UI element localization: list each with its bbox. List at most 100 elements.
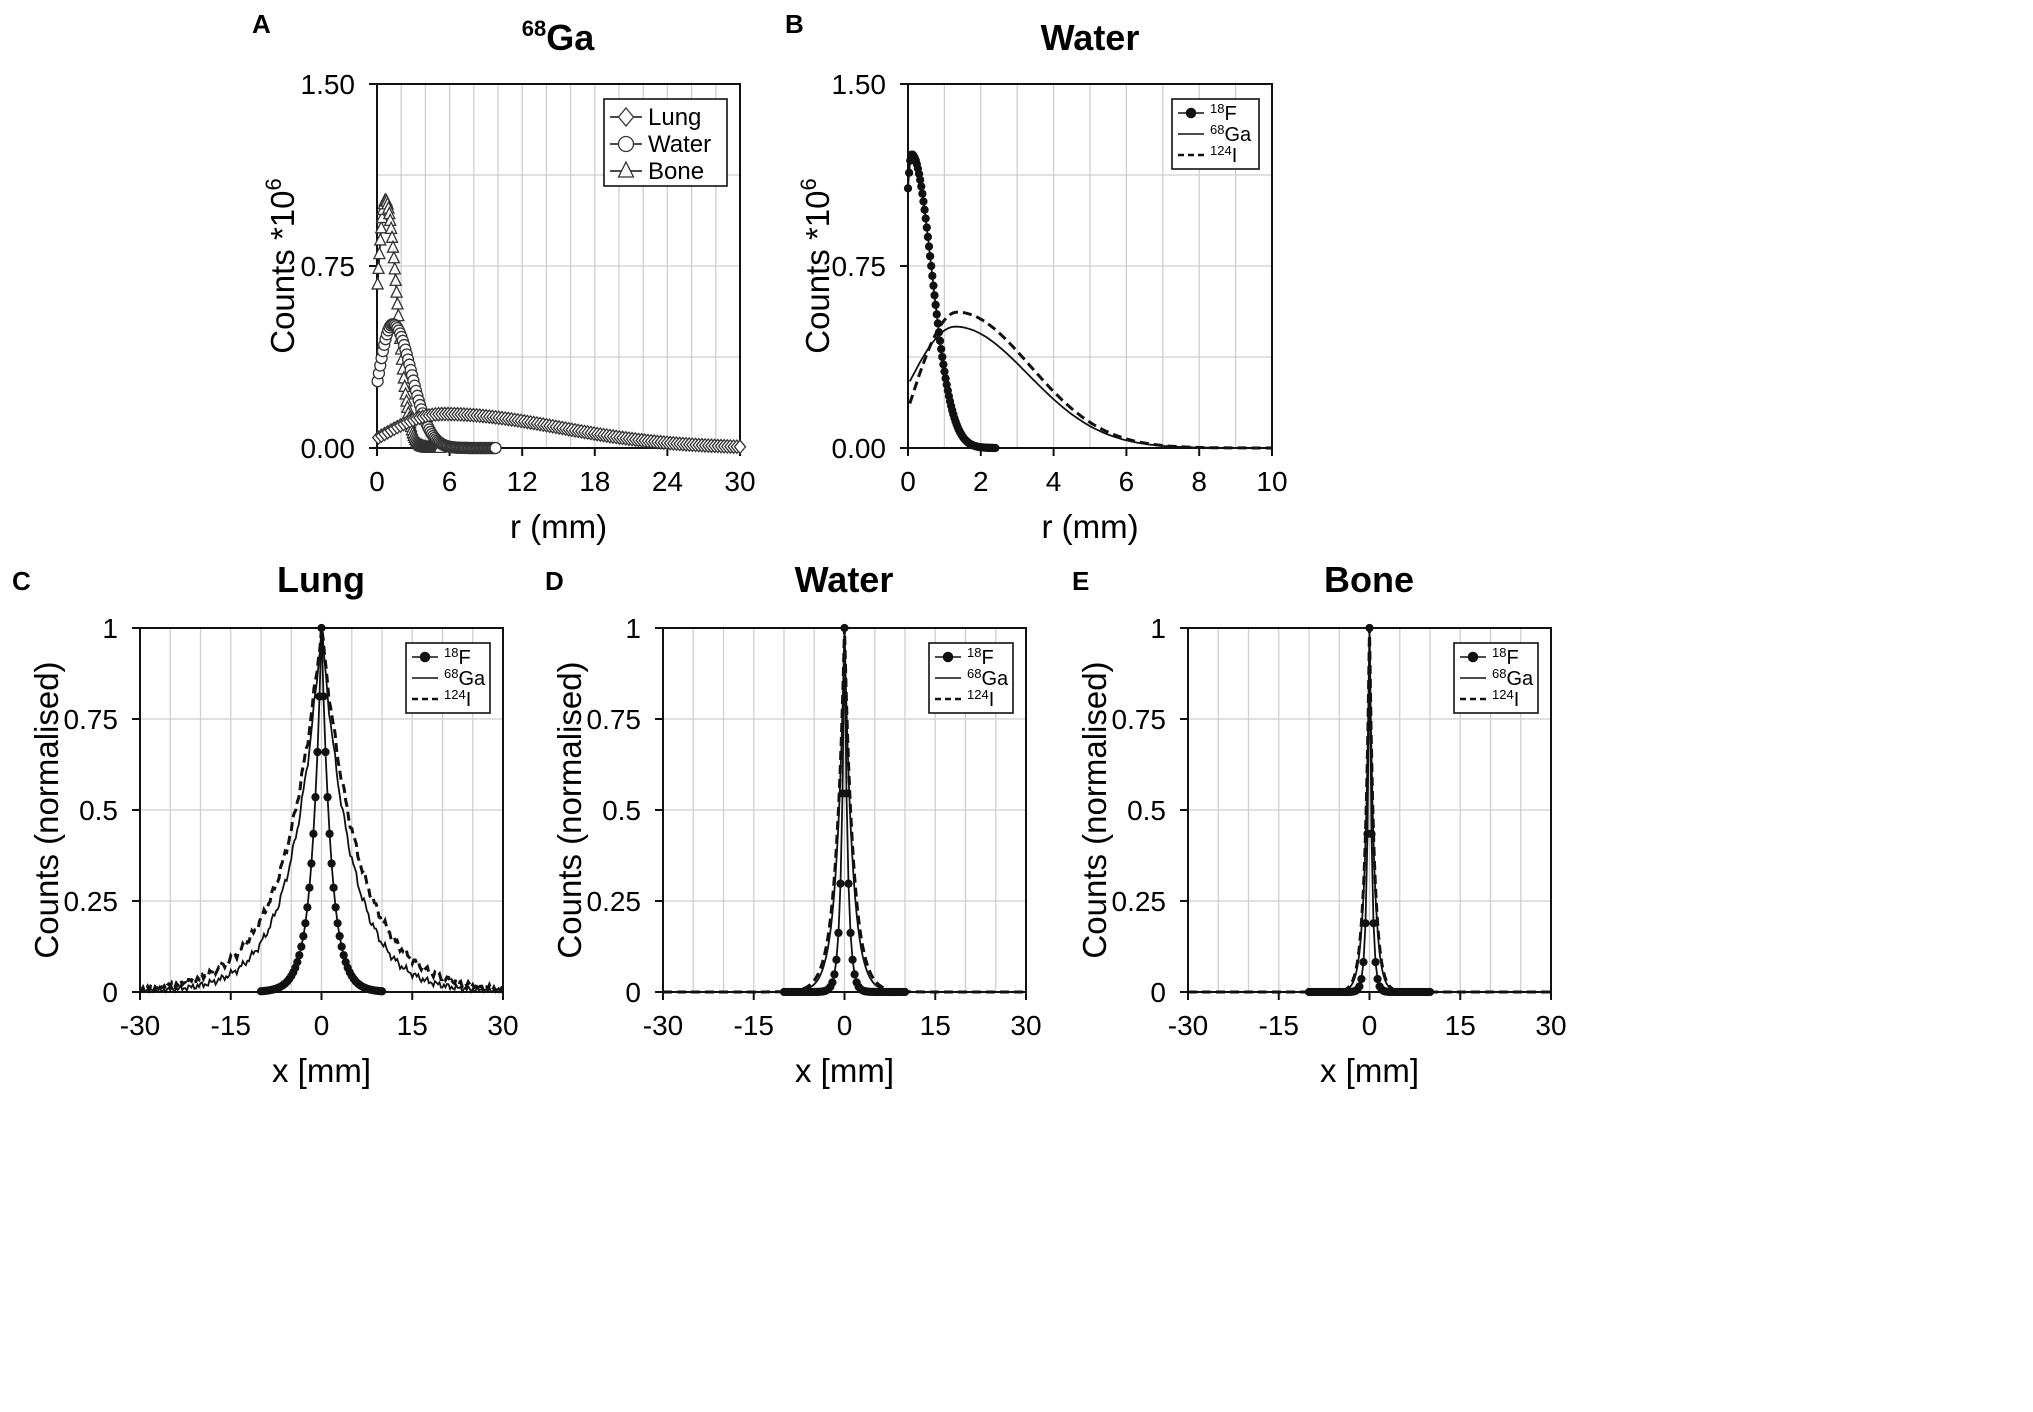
y-tick-label: 0.75	[587, 704, 642, 735]
series-18f-point	[844, 879, 853, 888]
series-18f-point	[327, 859, 336, 868]
series-water	[371, 318, 502, 455]
series-18f-point	[919, 197, 928, 206]
series-18f-point	[842, 789, 851, 798]
y-tick-label: 1	[102, 613, 118, 644]
series-18f-point	[933, 319, 942, 328]
series-18f-point	[848, 955, 857, 964]
series-18f-point	[295, 951, 304, 960]
x-tick-label: 30	[1535, 1010, 1566, 1041]
series-18f-point	[828, 978, 837, 987]
series-18f-point	[303, 903, 312, 912]
series-18f-point	[921, 214, 930, 223]
legend-label-superscript: 68	[444, 666, 458, 681]
legend-label: Bone	[648, 158, 704, 185]
series-18f	[903, 150, 1000, 453]
series-18f-point	[299, 932, 308, 941]
legend-label-main: Ga	[1224, 124, 1252, 146]
legend-label: 124I	[967, 687, 994, 711]
legend-label: 18F	[967, 645, 994, 669]
series-18f-point	[991, 443, 1000, 453]
series-18f-point	[305, 883, 314, 892]
series-18f-point	[1369, 919, 1378, 928]
series-18f-point	[935, 336, 945, 345]
series-18f-point	[832, 955, 841, 964]
series-18f-point	[934, 328, 944, 337]
series-18f-point	[929, 281, 938, 290]
y-tick-label: 0.00	[301, 433, 356, 464]
series-18f-point	[836, 879, 845, 888]
y-axis-label: Counts (normalised)	[1076, 661, 1113, 958]
series-18f-point	[937, 344, 946, 354]
legend-marker	[617, 135, 635, 153]
y-tick-label: 0.75	[1112, 704, 1167, 735]
series-18f-point	[297, 942, 306, 951]
legend-label-main: F	[1224, 103, 1236, 125]
series-bone-point	[372, 246, 386, 260]
y-tick-label: 0	[1150, 977, 1166, 1008]
legend-label-main: Ga	[1506, 668, 1534, 690]
legend-marker	[1467, 651, 1479, 663]
series-18f-point	[924, 242, 934, 251]
series-68ga	[909, 325, 1272, 449]
y-tick-label: 0.5	[79, 795, 118, 826]
series-bone-point	[373, 232, 387, 246]
legend-label: 124I	[1492, 687, 1519, 711]
series-18f-point	[335, 932, 344, 941]
x-tick-label: 8	[1191, 466, 1207, 497]
panel-label: C	[12, 566, 31, 596]
panel-label: D	[545, 566, 564, 596]
series-18f-point	[1367, 829, 1376, 838]
series-bone-point	[389, 272, 403, 287]
legend-label: 68Ga	[967, 666, 1009, 690]
legend-marker	[1185, 107, 1197, 119]
series-18f-point	[922, 223, 931, 232]
x-tick-label: 0	[1362, 1010, 1378, 1041]
chart-title: 68Ga	[522, 16, 595, 58]
series-18f-point	[313, 747, 322, 757]
series-18f-point	[329, 883, 338, 892]
series-18f-point	[293, 957, 302, 967]
series-bone-point	[390, 296, 405, 310]
x-tick-label: 2	[973, 466, 989, 497]
series-18f-point	[1355, 982, 1364, 991]
y-tick-label: 0.25	[1112, 886, 1167, 917]
legend-label: 18F	[1210, 101, 1237, 125]
panel-e: E Bone -30 -15 0 15 30 0 0.25 0.5 0.75 1 x [mm] Count…	[1072, 559, 1567, 1089]
series-18f-point	[900, 987, 910, 997]
y-tick-label: 0.5	[1127, 795, 1166, 826]
x-tick-label: -30	[1168, 1010, 1208, 1041]
x-axis-label: x [mm]	[1320, 1052, 1419, 1089]
panel-d: D Water -30 -15 0 15 30 0 0.25 0.5 0.75 1 x [mm] Coun…	[545, 559, 1042, 1089]
legend-label: 68Ga	[1210, 122, 1252, 146]
legend-label-main: F	[458, 647, 470, 669]
series-18f-point	[903, 184, 913, 193]
series-124i-line	[139, 627, 504, 995]
x-tick-label: 30	[1010, 1010, 1041, 1041]
y-tick-label: 1.50	[832, 69, 887, 100]
legend-label: 18F	[1492, 645, 1519, 669]
x-tick-label: 0	[837, 1010, 853, 1041]
chart-title: Lung	[277, 559, 365, 600]
panel-label: E	[1072, 566, 1089, 596]
legend-label-superscript: 18	[967, 645, 981, 660]
grid	[908, 84, 1272, 448]
x-tick-label: 10	[1256, 466, 1287, 497]
series-18f-point	[311, 793, 320, 802]
title-main: Ga	[546, 17, 595, 58]
x-tick-label: 0	[314, 1010, 330, 1041]
y-tick-label: 1.50	[301, 69, 356, 100]
legend-label-main: I	[466, 689, 472, 711]
series-water-point	[489, 441, 502, 455]
series-18f-point	[333, 919, 342, 928]
x-axis-label: r (mm)	[1041, 508, 1138, 545]
legend-label: 68Ga	[444, 666, 486, 690]
chart-title: Water	[1041, 17, 1140, 58]
x-tick-label: 15	[920, 1010, 951, 1041]
legend-marker	[419, 651, 431, 663]
